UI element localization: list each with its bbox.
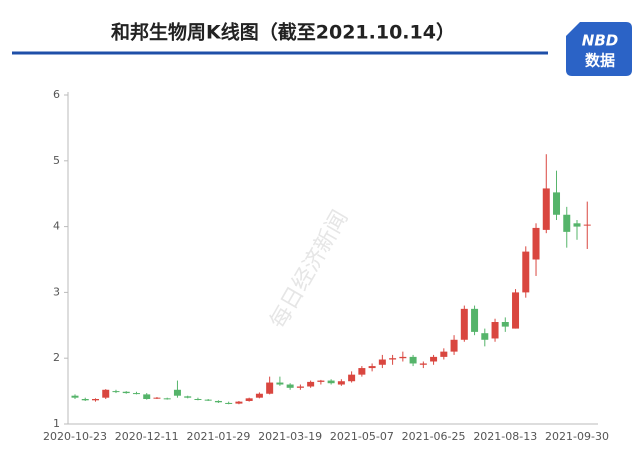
y-tick-label: 3 xyxy=(53,285,60,298)
candle-body xyxy=(327,380,335,384)
candle-body xyxy=(214,400,222,403)
y-tick-label: 2 xyxy=(53,351,60,364)
x-tick-label: 2021-09-30 xyxy=(545,430,609,443)
candle-body xyxy=(184,396,192,398)
candle-body xyxy=(389,358,397,360)
brand: NBD xyxy=(582,32,618,50)
x-tick-label: 2021-05-07 xyxy=(330,430,394,443)
x-tick-label: 2021-06-25 xyxy=(402,430,466,443)
candle-body xyxy=(481,333,489,340)
candle-body xyxy=(307,381,315,387)
candle-body xyxy=(450,339,458,352)
candle-body xyxy=(71,395,79,398)
candle-body xyxy=(358,368,366,375)
candle-body xyxy=(471,308,479,332)
candle-body xyxy=(317,380,325,382)
candle-body xyxy=(122,391,130,394)
candle-body xyxy=(583,224,591,226)
y-tick-label: 4 xyxy=(53,220,60,233)
y-tick-label: 5 xyxy=(53,154,60,167)
candle-body xyxy=(153,397,161,399)
candle-body xyxy=(143,394,151,399)
candle-body xyxy=(296,386,304,388)
y-tick-label: 6 xyxy=(53,88,60,101)
candle-body xyxy=(173,389,181,396)
candle-body xyxy=(491,322,499,339)
candle-body xyxy=(91,398,99,401)
candle-body xyxy=(132,393,140,395)
candle-body xyxy=(235,401,243,404)
candle-body xyxy=(276,382,284,385)
candle-body xyxy=(440,351,448,357)
brand-badge xyxy=(566,22,632,76)
candle-body xyxy=(501,322,509,327)
candle-body xyxy=(378,359,386,365)
candle-body xyxy=(553,192,561,215)
candle-body xyxy=(563,214,571,232)
candle-body xyxy=(460,308,468,340)
candle-body xyxy=(337,381,345,385)
x-tick-label: 2021-08-13 xyxy=(473,430,537,443)
candle-body xyxy=(399,356,407,359)
candle-body xyxy=(573,223,581,227)
candle-body xyxy=(102,389,110,398)
brand-sub: 数据 xyxy=(585,52,615,70)
candle-body xyxy=(419,363,427,365)
y-tick-label: 1 xyxy=(53,417,60,430)
x-tick-label: 2021-01-29 xyxy=(186,430,250,443)
candle-body xyxy=(512,292,520,329)
candle-body xyxy=(204,399,212,401)
candle-body xyxy=(112,391,120,393)
candle-body xyxy=(542,188,550,230)
candle-body xyxy=(266,382,274,394)
candle-body xyxy=(194,398,202,400)
candle-body xyxy=(225,402,233,404)
candle-body xyxy=(368,366,376,369)
x-tick-label: 2021-03-19 xyxy=(258,430,322,443)
candle-body xyxy=(255,393,263,398)
x-tick-label: 2020-12-11 xyxy=(115,430,179,443)
candle-body xyxy=(348,374,356,382)
x-tick-label: 2020-10-23 xyxy=(43,430,107,443)
candle-body xyxy=(532,227,540,260)
candle-body xyxy=(163,398,171,400)
watermark: 每日经济新闻 xyxy=(266,206,354,333)
candle-body xyxy=(286,384,294,388)
candle-body xyxy=(81,398,89,401)
candle-body xyxy=(522,251,530,293)
candle-body xyxy=(409,356,417,364)
candle-body xyxy=(245,398,253,401)
candle-body xyxy=(430,356,438,362)
chart-title: 和邦生物周K线图（截至2021.10.14） xyxy=(111,21,455,44)
